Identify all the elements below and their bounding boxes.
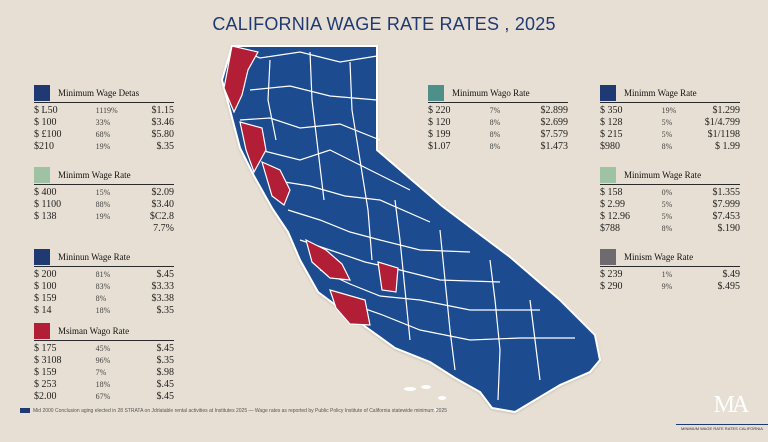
- table-row: 7.7%: [153, 223, 174, 234]
- table-row: $ 253 18% $.45: [34, 379, 174, 390]
- table-row: $ £100 68% $5.80: [34, 129, 174, 140]
- legend-swatch: [34, 249, 50, 265]
- table-row: $ 350 19% $1.299: [600, 105, 740, 116]
- rate-table: $ 158 0% $1.355 $ 2.99 5% $7.999 $ 12.96 5% $7…: [600, 187, 740, 235]
- brand-logo: MA: [713, 392, 750, 418]
- panel-title: Minism Wage Rate: [624, 252, 694, 262]
- red-regions: [223, 45, 399, 326]
- legend-swatch: [34, 85, 50, 101]
- table-row: $ L50 1119% $1.15: [34, 105, 174, 116]
- panel-title: Mininun Wage Rate: [58, 252, 131, 262]
- rate-panel-8: Minism Wage Rate $ 239 1% $.49 $ 290 9% $.49…: [600, 248, 740, 293]
- legend-swatch: [428, 85, 444, 101]
- rate-panel-1: Minimum Wage Detas $ L50 1119% $1.15 $ 100…: [34, 84, 174, 153]
- table-row: $ 128 5% $1/4.799: [600, 117, 740, 128]
- table-row: $ 2.99 5% $7.999: [600, 199, 740, 210]
- legend-swatch: [600, 167, 616, 183]
- table-row: $ 1100 88% $3.40: [34, 199, 174, 210]
- rate-table: $ 175 45% $.45 $ 3108 96% $.35 $ 159 7% $.98 $…: [34, 343, 174, 403]
- table-row: $ 215 5% $1/1198: [600, 129, 740, 140]
- table-row: $ 239 1% $.49: [600, 269, 740, 280]
- panel-title: Msiman Wago Rate: [58, 326, 130, 336]
- legend-swatch: [34, 167, 50, 183]
- table-row: $2.00 67% $.45: [34, 391, 174, 402]
- rate-table: $ 200 81% $.45 $ 100 83% $3.33 $ 159 8% $3.38 …: [34, 269, 174, 317]
- table-row: $ 400 15% $2.09: [34, 187, 174, 198]
- rate-panel-2: Minimm Wage Rate $ 400 15% $2.09 $ 1100 88%…: [34, 166, 174, 235]
- rate-panel-7: Minimum Wage Rate $ 158 0% $1.355 $ 2.99 5%…: [600, 166, 740, 235]
- table-row: $980 8% $ 1.99: [600, 141, 740, 152]
- table-row: $788 8% $.190: [600, 223, 740, 234]
- table-row: $ 159 8% $3.38: [34, 293, 174, 304]
- rate-table: $ L50 1119% $1.15 $ 100 33% $3.46 $ £100 68% $…: [34, 105, 174, 153]
- panel-title: Minimm Wage Rate: [624, 88, 697, 98]
- footer-text: Mid 2000 Conclusion aging elected in 28 …: [33, 408, 448, 414]
- brand-logo-caption: MINIMUM WAGE RATE RATES CALIFORNIA: [676, 424, 768, 431]
- table-row: $ 220 7% $2.899: [428, 105, 568, 116]
- table-row: $ 12.96 5% $7.453: [600, 211, 740, 222]
- rate-table: $ 400 15% $2.09 $ 1100 88% $3.40 $ 138 19% $C2…: [34, 187, 174, 235]
- legend-swatch: [34, 323, 50, 339]
- table-row: $1.07 8% $1.473: [428, 141, 568, 152]
- legend-swatch: [600, 249, 616, 265]
- panel-title: Minimum Wage Rate: [624, 170, 702, 180]
- panel-title: Minimm Wage Rate: [58, 170, 131, 180]
- rate-panel-4: Msiman Wago Rate $ 175 45% $.45 $ 3108 96% $…: [34, 322, 174, 403]
- rate-table: $ 239 1% $.49 $ 290 9% $.495: [600, 269, 740, 293]
- rate-panel-6: Minimm Wage Rate $ 350 19% $1.299 $ 128 5% $…: [600, 84, 740, 153]
- table-row: $ 138 19% $C2.8: [34, 211, 174, 222]
- table-row: $ 159 7% $.98: [34, 367, 174, 378]
- table-row: $ 100 83% $3.33: [34, 281, 174, 292]
- panel-title: Minimum Wage Detas: [58, 88, 140, 98]
- table-row: $ 100 33% $3.46: [34, 117, 174, 128]
- table-row: $ 158 0% $1.355: [600, 187, 740, 198]
- panel-title: Minimum Wago Rate: [452, 88, 530, 98]
- table-row: $ 175 45% $.45: [34, 343, 174, 354]
- page-title: CALIFORNIA WAGE RATE RATES , 2025: [212, 14, 556, 34]
- rate-panel-3: Mininun Wage Rate $ 200 81% $.45 $ 100 83% $…: [34, 248, 174, 317]
- table-row: $ 200 81% $.45: [34, 269, 174, 280]
- table-row: $ 290 9% $.495: [600, 281, 740, 292]
- table-row: $ 199 8% $7.579: [428, 129, 568, 140]
- legend-swatch: [600, 85, 616, 101]
- rate-panel-5: Minimum Wago Rate $ 220 7% $2.899 $ 120 8% $…: [428, 84, 568, 153]
- channel-islands: [404, 385, 446, 412]
- table-row: $210 19% $.35: [34, 141, 174, 152]
- footer-note: Mid 2000 Conclusion aging elected in 28 …: [20, 408, 600, 415]
- table-row: $ 14 18% $.35: [34, 305, 174, 316]
- rate-table: $ 350 19% $1.299 $ 128 5% $1/4.799 $ 215 5% $1…: [600, 105, 740, 153]
- flag-icon: [20, 408, 30, 414]
- rate-table: $ 220 7% $2.899 $ 120 8% $2.699 $ 199 8% $7.57…: [428, 105, 568, 153]
- table-row: $ 3108 96% $.35: [34, 355, 174, 366]
- table-row: $ 120 8% $2.699: [428, 117, 568, 128]
